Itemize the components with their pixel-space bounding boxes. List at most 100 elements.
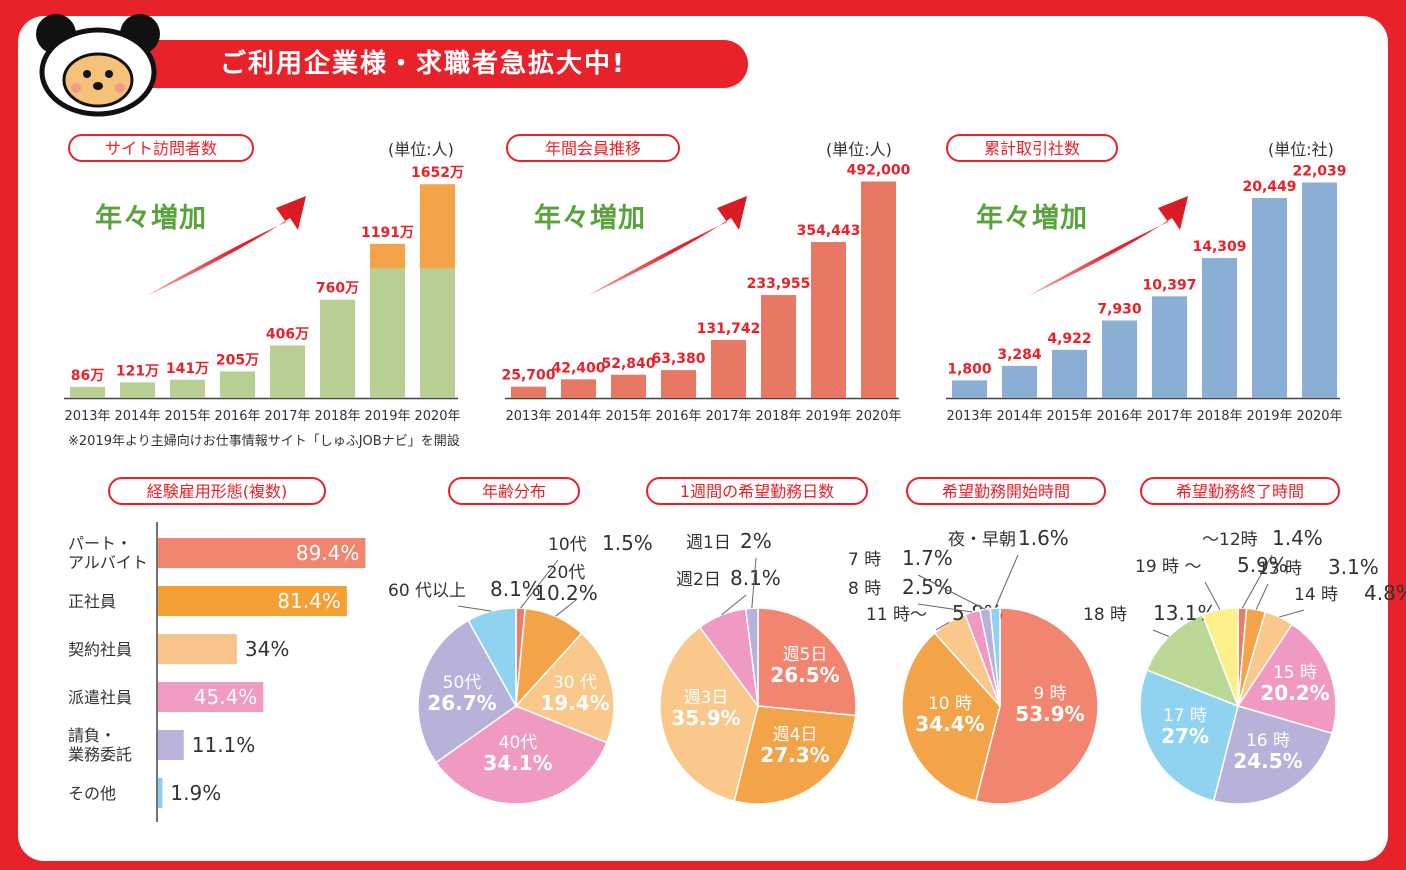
- age-slice-value: 8.1%: [490, 577, 541, 601]
- members-bar: [761, 295, 796, 398]
- visitors-x-tick-label: 2015年: [164, 409, 210, 424]
- members-bar: [611, 374, 646, 398]
- age-slice-label: 30 代: [553, 673, 597, 693]
- members-x-tick-label: 2015年: [605, 409, 651, 424]
- days-slice-value: 26.5%: [770, 663, 839, 687]
- visitors-bar: [420, 184, 455, 269]
- members-x-tick-label: 2013年: [505, 409, 551, 424]
- end-slice-label: 19 時 〜: [1135, 557, 1201, 577]
- end-pie-slice: [1139, 668, 1239, 802]
- members-x-tick-label: 2019年: [805, 409, 851, 424]
- members-growth-label: 年々増加: [534, 203, 646, 234]
- days-pie-slice: [733, 705, 857, 805]
- visitors-x-tick-label: 2019年: [364, 409, 410, 424]
- end-slice-value: 27%: [1161, 724, 1209, 748]
- employment-category-label: 契約社員: [68, 639, 133, 659]
- members-x-tick-label: 2014年: [555, 409, 601, 424]
- start-leader-line: [917, 574, 986, 610]
- members-bar: [811, 242, 846, 398]
- clients-data-label: 10,397: [1142, 277, 1196, 293]
- clients-data-label: 1,800: [947, 361, 992, 377]
- members-data-label: 63,380: [651, 351, 705, 367]
- age-title: 年齢分布: [448, 477, 580, 505]
- days-pie-slice: [757, 607, 857, 717]
- members-unit: (単位:人): [826, 140, 892, 159]
- members-x-tick-label: 2017年: [705, 409, 751, 424]
- end-slice-label: 16 時: [1246, 731, 1290, 751]
- clients-x-tick-label: 2014年: [996, 409, 1042, 424]
- members-data-label: 492,000: [847, 163, 911, 179]
- start-slice-value: 53.9%: [1015, 702, 1084, 726]
- visitors-bar: [270, 345, 305, 398]
- visitors-data-label: 121万: [116, 363, 159, 379]
- employment-value-label: 81.4%: [277, 589, 341, 613]
- visitors-data-label: 141万: [166, 361, 209, 377]
- start-leader-line: [935, 621, 950, 631]
- clients-title: 累計取引社数: [946, 134, 1118, 162]
- employment-value-label: 11.1%: [192, 733, 256, 757]
- title-banner: ご利用企業様・求職者急拡大中!: [150, 40, 748, 88]
- end-slice-value: 1.4%: [1272, 526, 1323, 550]
- age-slice-value: 10.2%: [534, 581, 598, 605]
- employment-value-label: 34%: [245, 637, 289, 661]
- end-slice-label: 〜12時: [1202, 530, 1258, 550]
- start-pie-slice: [989, 607, 1001, 707]
- members-x-tick-label: 2018年: [755, 409, 801, 424]
- days-title: 1週間の希望勤務日数: [646, 477, 868, 505]
- members-bar: [661, 370, 696, 398]
- clients-data-label: 7,930: [1097, 301, 1142, 317]
- employment-bar: [158, 730, 184, 760]
- visitors-x-tick-label: 2014年: [114, 409, 160, 424]
- clients-bar: [952, 380, 987, 398]
- visitors-bar: [70, 386, 105, 398]
- end-slice-value: 5.9%: [1237, 553, 1288, 577]
- employment-bar: [158, 538, 366, 568]
- clients-x-tick-label: 2013年: [946, 409, 992, 424]
- employment-category-label: 正社員: [68, 591, 117, 611]
- visitors-unit: (単位:人): [388, 140, 454, 159]
- end-slice-label: 14 時: [1294, 585, 1338, 605]
- end-slice-value: 3.1%: [1328, 555, 1379, 579]
- clients-data-label: 3,284: [997, 347, 1042, 363]
- visitors-data-label: 406万: [266, 326, 309, 342]
- visitors-growth-label: 年々増加: [95, 203, 207, 234]
- days-slice-label: 週2日: [676, 570, 721, 590]
- clients-bar: [1152, 296, 1187, 398]
- footnote: ※2019年より主婦向けお仕事情報サイト「しゅふJOBナビ」を開設: [68, 434, 460, 449]
- age-slice-label: 10代: [548, 535, 587, 555]
- end-pie-slice: [1236, 623, 1337, 735]
- visitors-bar: [370, 268, 405, 398]
- age-slice-value: 1.5%: [602, 531, 653, 555]
- start-slice-label: 9 時: [1033, 684, 1066, 704]
- members-bar: [561, 379, 596, 398]
- members-data-label: 52,840: [601, 356, 655, 372]
- end-leader-line: [1279, 609, 1305, 618]
- start-slice-label: 夜・早朝: [948, 530, 1016, 550]
- age-slice-value: 34.1%: [483, 751, 552, 775]
- clients-x-tick-label: 2015年: [1046, 409, 1092, 424]
- members-data-label: 131,742: [697, 321, 761, 337]
- visitors-data-label: 1191万: [361, 225, 414, 241]
- days-slice-label: 週5日: [783, 645, 828, 665]
- end-pie-slice: [1212, 705, 1334, 805]
- members-bar: [511, 386, 546, 398]
- members-data-label: 25,700: [501, 368, 555, 384]
- start-pie-slice: [901, 631, 1001, 802]
- clients-bar: [1202, 258, 1237, 398]
- end-leader-line: [1255, 583, 1269, 610]
- employment-bar: [158, 778, 163, 808]
- employment-title: 経験雇用形態(複数): [108, 477, 326, 505]
- age-slice-value: 19.4%: [540, 691, 609, 715]
- employment-category-label: その他: [68, 783, 117, 803]
- visitors-growth-arrow-icon: [146, 196, 306, 296]
- start-slice-value: 1.6%: [1018, 526, 1069, 550]
- employment-category-label: 派遣社員: [68, 687, 133, 707]
- days-slice-label: 週3日: [684, 688, 729, 708]
- days-slice-value: 35.9%: [671, 706, 740, 730]
- clients-x-tick-label: 2017年: [1146, 409, 1192, 424]
- age-pie-slice: [467, 607, 517, 709]
- visitors-x-tick-label: 2016年: [214, 409, 260, 424]
- start-pie-slice: [974, 607, 1099, 805]
- days-slice-value: 2%: [740, 529, 772, 553]
